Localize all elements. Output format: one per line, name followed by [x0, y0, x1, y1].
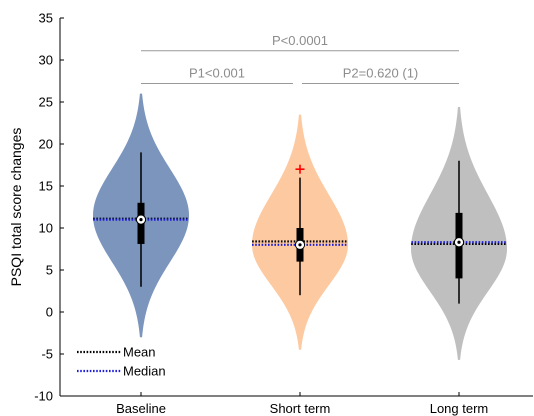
y-tick-label: 30 [39, 53, 53, 68]
y-tick-label: 0 [46, 305, 53, 320]
significance-group: P<0.0001 P1<0.001 P2=0.620 (1) [141, 33, 459, 85]
significance-label: P2=0.620 (1) [343, 66, 419, 81]
x-category-label: Short term [270, 401, 331, 416]
y-tick-label: 5 [46, 263, 53, 278]
y-tick-label: -10 [34, 389, 53, 404]
y-tick-label: 10 [39, 221, 53, 236]
outlier-marker [295, 164, 305, 174]
x-category-label: Long term [430, 401, 489, 416]
median-marker-dot [298, 243, 302, 247]
legend: Mean Median [77, 345, 166, 379]
significance-label: P1<0.001 [189, 66, 245, 81]
y-tick-label: 20 [39, 137, 53, 152]
y-tick-label: -5 [41, 347, 53, 362]
x-category-label: Baseline [116, 401, 166, 416]
axes-group: -10 -5 0 5 10 15 20 25 30 35 Baseline Short term Lon… [34, 11, 533, 416]
y-tick-label: 35 [39, 11, 53, 26]
boxplots-group [93, 152, 507, 304]
y-tick-label: 25 [39, 95, 53, 110]
legend-label-median: Median [123, 364, 166, 379]
y-axis-label: PSQI total score changes [8, 128, 24, 287]
significance-label: P<0.0001 [272, 33, 328, 48]
legend-label-mean: Mean [123, 345, 156, 360]
y-tick-label: 15 [39, 179, 53, 194]
median-marker-dot [457, 240, 461, 244]
median-marker-dot [139, 218, 143, 222]
